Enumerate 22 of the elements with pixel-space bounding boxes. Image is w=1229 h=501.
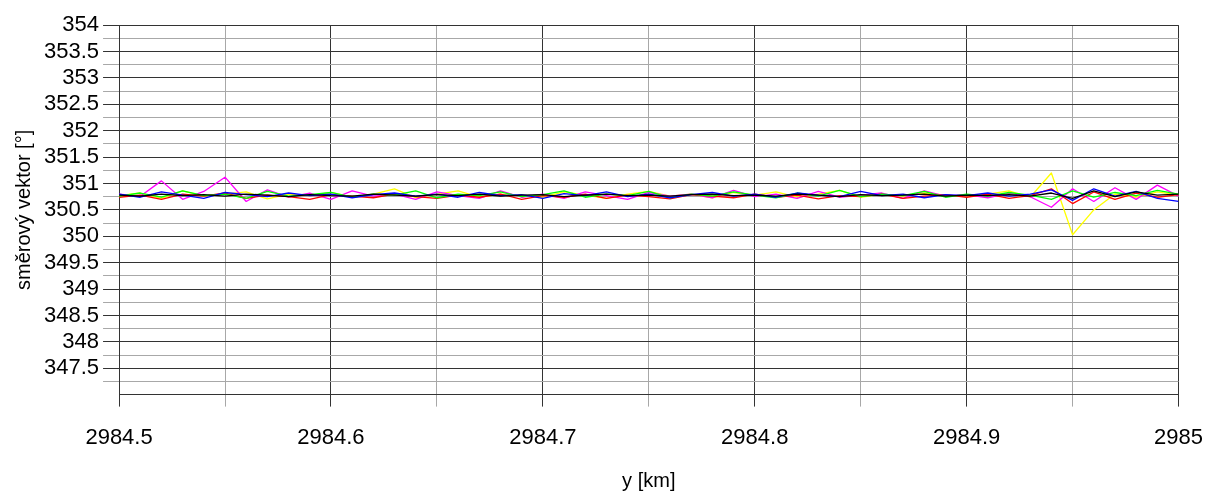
x-tick-label: 2984.8 bbox=[721, 423, 789, 449]
x-tick-label: 2984.5 bbox=[85, 423, 153, 449]
x-tick-label: 2984.6 bbox=[297, 423, 365, 449]
y-tick-label: 351.5 bbox=[43, 143, 100, 169]
y-tick-label: 349.5 bbox=[43, 248, 100, 274]
x-tick-label: 2984.9 bbox=[932, 423, 1001, 449]
y-tick-label: 348 bbox=[62, 327, 100, 353]
x-axis-title: y [km] bbox=[622, 468, 676, 491]
x-tick-label: 2985 bbox=[1154, 423, 1204, 449]
y-tick-label: 352 bbox=[62, 116, 100, 142]
y-tick-label: 354 bbox=[62, 11, 100, 37]
y-tick-label: 350.5 bbox=[43, 195, 100, 221]
y-tick-label: 348.5 bbox=[43, 301, 100, 327]
x-tick-label: 2984.7 bbox=[509, 423, 577, 449]
y-tick-label: 351 bbox=[62, 169, 100, 195]
y-tick-label: 353.5 bbox=[43, 37, 100, 63]
y-tick-label: 350 bbox=[62, 222, 100, 248]
y-tick-label: 347.5 bbox=[43, 354, 100, 380]
y-tick-label: 349 bbox=[62, 275, 100, 301]
y-tick-label: 353 bbox=[62, 64, 100, 90]
y-axis-title: směrový vektor [°] bbox=[11, 129, 34, 291]
y-tick-label: 352.5 bbox=[43, 90, 100, 116]
